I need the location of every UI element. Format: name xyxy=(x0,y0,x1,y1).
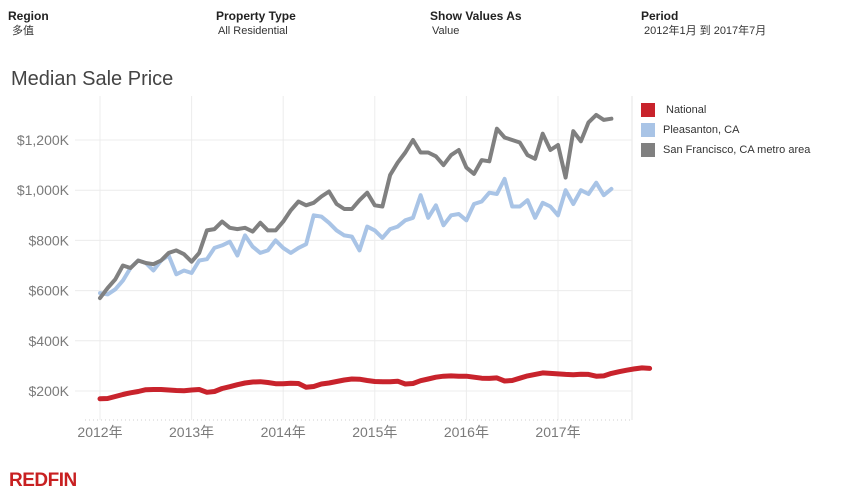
x-tick-label: 2016年 xyxy=(444,424,489,440)
series-line-national[interactable] xyxy=(97,365,653,402)
period-filter[interactable]: Period 2012年1月 到 2017年7月 xyxy=(641,9,766,38)
chart-axes: $200K $400K $600K $800K $1,000K $1,200K 2012年 2… xyxy=(17,132,632,440)
x-tick-label: 2017年 xyxy=(535,424,580,440)
legend-label: San Francisco, CA metro area xyxy=(663,144,811,156)
x-tick-label: 2012年 xyxy=(77,424,122,440)
property-type-filter-label: Property Type xyxy=(216,9,296,23)
chart-series xyxy=(97,112,653,402)
region-filter-label: Region xyxy=(8,9,49,23)
legend-label: National xyxy=(666,104,707,116)
property-type-filter[interactable]: Property Type All Residential xyxy=(216,9,296,38)
region-filter-value[interactable]: 多值 xyxy=(12,25,34,37)
series-line-pleasanton-ca[interactable] xyxy=(98,176,614,297)
redfin-logo: REDFIN xyxy=(9,470,77,491)
y-tick-label: $1,000K xyxy=(17,182,70,198)
x-tick-label: 2014年 xyxy=(261,424,306,440)
x-tick-label: 2015年 xyxy=(352,424,397,440)
y-tick-label: $200K xyxy=(29,383,70,399)
y-tick-label: $600K xyxy=(29,283,70,299)
legend-swatch xyxy=(641,103,655,117)
legend-item[interactable]: Pleasanton, CA xyxy=(641,120,810,140)
legend-label: Pleasanton, CA xyxy=(663,124,740,136)
chart-title: Median Sale Price xyxy=(11,68,174,90)
series-line-san-francisco-ca-metro-area[interactable] xyxy=(98,112,614,301)
chart-legend: National Pleasanton, CA San Francisco, CA … xyxy=(641,100,810,160)
y-tick-label: $1,200K xyxy=(17,132,70,148)
region-filter[interactable]: Region 多值 xyxy=(8,9,49,38)
legend-item[interactable]: National xyxy=(641,100,810,120)
property-type-filter-value[interactable]: All Residential xyxy=(218,25,288,37)
show-values-as-filter-value[interactable]: Value xyxy=(432,25,460,37)
show-values-as-filter[interactable]: Show Values As Value xyxy=(430,9,522,38)
period-filter-value[interactable]: 2012年1月 到 2017年7月 xyxy=(644,25,767,37)
period-filter-label: Period xyxy=(641,9,679,23)
legend-item[interactable]: San Francisco, CA metro area xyxy=(641,140,810,160)
legend-swatch xyxy=(641,123,655,137)
legend-swatch xyxy=(641,143,655,157)
show-values-as-filter-label: Show Values As xyxy=(430,9,522,23)
x-tick-label: 2013年 xyxy=(169,424,214,440)
y-tick-label: $800K xyxy=(29,232,70,248)
y-tick-label: $400K xyxy=(29,333,70,349)
